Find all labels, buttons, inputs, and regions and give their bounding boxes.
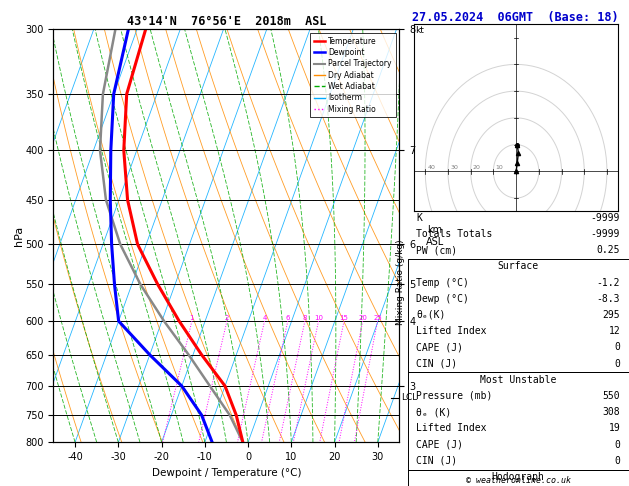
Text: Mixing Ratio (g/kg): Mixing Ratio (g/kg) [396, 239, 405, 325]
Text: 19: 19 [608, 423, 620, 434]
Text: θₑ(K): θₑ(K) [416, 310, 446, 320]
Text: Surface: Surface [498, 261, 539, 271]
Text: -9999: -9999 [591, 229, 620, 239]
Text: 8: 8 [303, 315, 307, 321]
Text: -8.3: -8.3 [597, 294, 620, 304]
Text: 295: 295 [603, 310, 620, 320]
Text: Hodograph: Hodograph [492, 472, 545, 482]
Text: 12: 12 [608, 326, 620, 336]
Text: LCL: LCL [401, 393, 417, 402]
Text: Temp (°C): Temp (°C) [416, 278, 469, 288]
Text: 0: 0 [615, 359, 620, 368]
Text: 0: 0 [615, 456, 620, 466]
Text: 6: 6 [286, 315, 290, 321]
Text: © weatheronline.co.uk: © weatheronline.co.uk [466, 476, 571, 485]
Text: 10: 10 [496, 165, 503, 170]
Text: 15: 15 [340, 315, 348, 321]
Text: Pressure (mb): Pressure (mb) [416, 391, 493, 401]
Text: 0: 0 [615, 440, 620, 450]
Text: -9999: -9999 [591, 213, 620, 223]
Text: Most Unstable: Most Unstable [480, 375, 557, 385]
Text: 30: 30 [450, 165, 458, 170]
Text: 40: 40 [428, 165, 435, 170]
Text: 27.05.2024  06GMT  (Base: 18): 27.05.2024 06GMT (Base: 18) [412, 11, 618, 24]
Title: 43°14'N  76°56'E  2018m  ASL: 43°14'N 76°56'E 2018m ASL [126, 15, 326, 28]
Text: CIN (J): CIN (J) [416, 456, 457, 466]
Text: Lifted Index: Lifted Index [416, 326, 487, 336]
Text: 20: 20 [359, 315, 367, 321]
Text: CAPE (J): CAPE (J) [416, 440, 464, 450]
Text: Lifted Index: Lifted Index [416, 423, 487, 434]
Text: Totals Totals: Totals Totals [416, 229, 493, 239]
Text: 1: 1 [190, 315, 194, 321]
Legend: Temperature, Dewpoint, Parcel Trajectory, Dry Adiabat, Wet Adiabat, Isotherm, Mi: Temperature, Dewpoint, Parcel Trajectory… [310, 33, 396, 117]
Text: 10: 10 [314, 315, 323, 321]
Text: 0.25: 0.25 [597, 245, 620, 255]
Text: 4: 4 [262, 315, 267, 321]
Y-axis label: km
ASL: km ASL [426, 225, 444, 246]
Text: 550: 550 [603, 391, 620, 401]
Text: kt: kt [415, 26, 424, 35]
Text: PW (cm): PW (cm) [416, 245, 457, 255]
Text: CIN (J): CIN (J) [416, 359, 457, 368]
Text: -1.2: -1.2 [597, 278, 620, 288]
Text: 0: 0 [615, 343, 620, 352]
Text: 308: 308 [603, 407, 620, 417]
X-axis label: Dewpoint / Temperature (°C): Dewpoint / Temperature (°C) [152, 468, 301, 478]
Text: 20: 20 [473, 165, 481, 170]
Text: CAPE (J): CAPE (J) [416, 343, 464, 352]
Text: θₑ (K): θₑ (K) [416, 407, 452, 417]
Text: 25: 25 [373, 315, 382, 321]
Y-axis label: hPa: hPa [14, 226, 24, 246]
Text: 2: 2 [225, 315, 229, 321]
Text: Dewp (°C): Dewp (°C) [416, 294, 469, 304]
Text: K: K [416, 213, 422, 223]
